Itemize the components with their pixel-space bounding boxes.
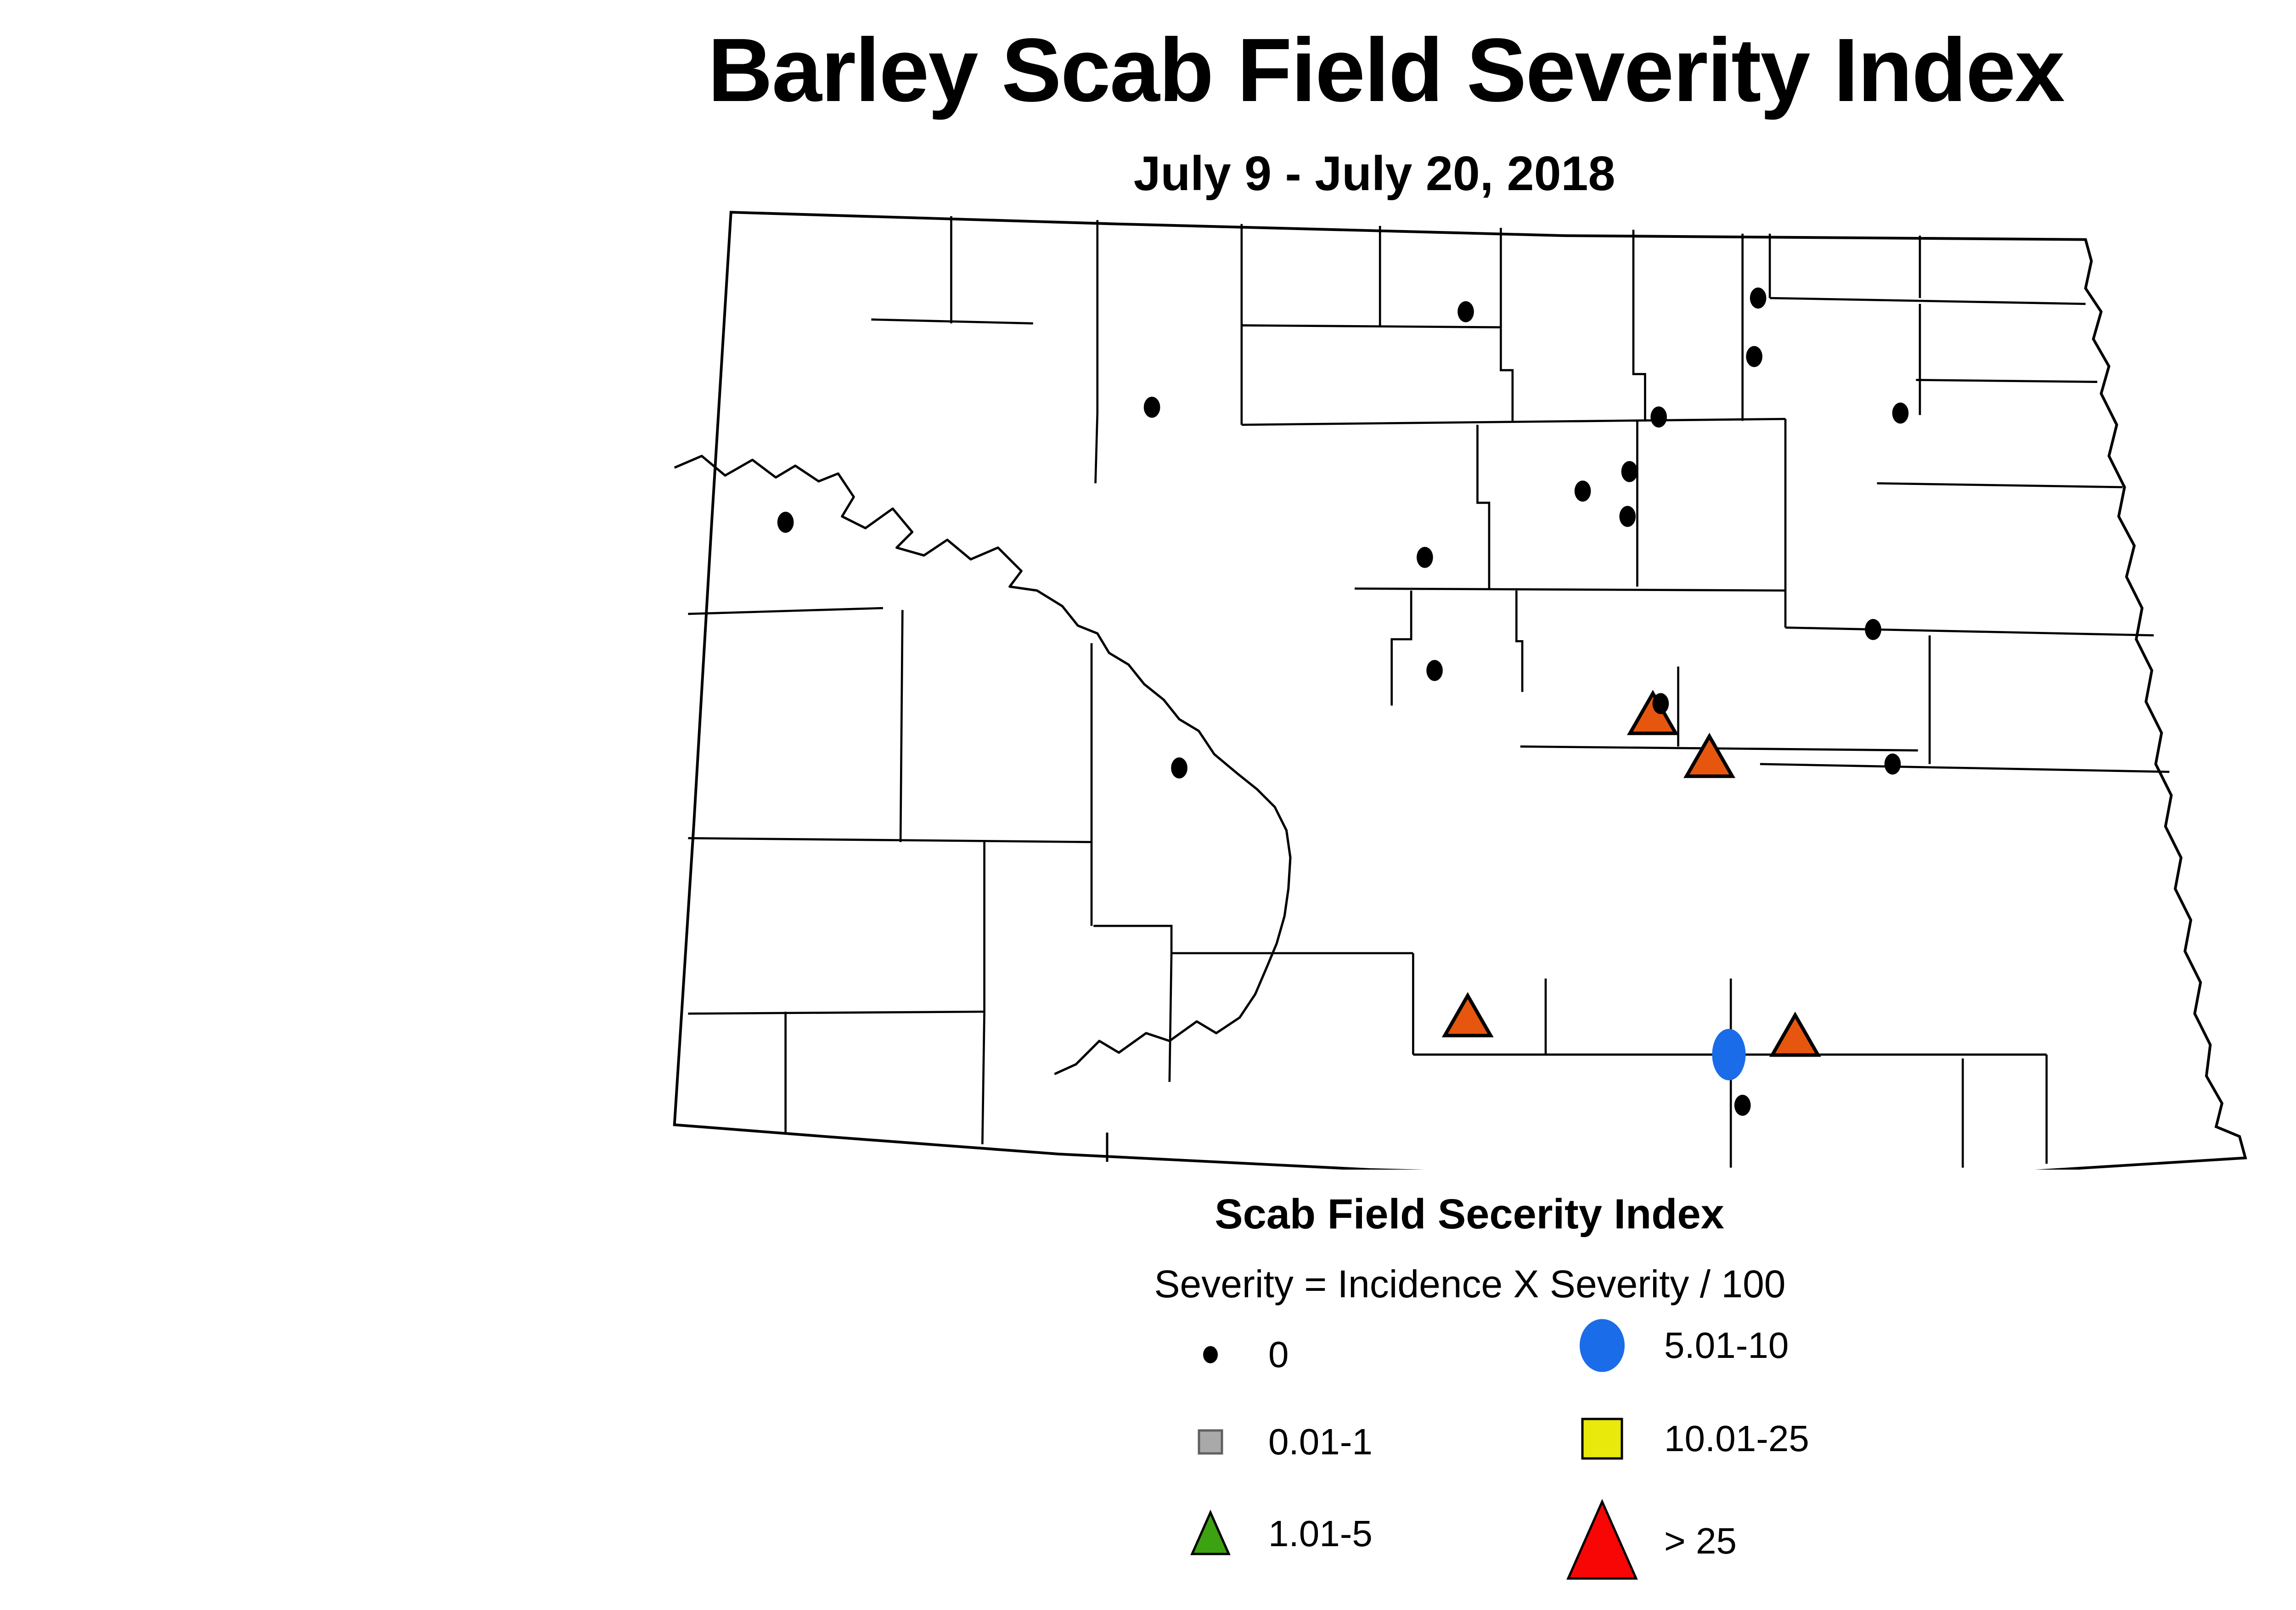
map-marker-dot (1750, 287, 1767, 309)
legend-square-icon (1556, 1393, 1648, 1485)
map-marker-dot (1171, 757, 1187, 779)
map-marker-dot (1143, 396, 1160, 418)
map-marker-triangle (1441, 992, 1494, 1037)
legend-item-label: 1.01-5 (1268, 1513, 1373, 1554)
map-marker-triangle (1626, 690, 1679, 735)
legend-item: > 25 (0, 1495, 1737, 1587)
state-outline (673, 211, 2247, 1170)
legend-item-label: 0 (1268, 1334, 1289, 1375)
map-marker-dot (1746, 346, 1762, 367)
map-marker-triangle (1683, 732, 1735, 778)
legend-item-label: 10.01-25 (1664, 1418, 1809, 1459)
legend-item-label: 0.01-1 (1268, 1421, 1373, 1462)
map-marker-dot (1884, 753, 1901, 775)
legend-square-icon (1165, 1396, 1256, 1488)
legend-item: 10.01-25 (0, 1393, 1809, 1485)
legend-item-label: 5.01-10 (1664, 1325, 1789, 1366)
county-borders (688, 216, 2170, 1168)
map-marker-triangle (1769, 1011, 1821, 1057)
legend-item-label: > 25 (1664, 1520, 1737, 1561)
map-marker-dot (1621, 461, 1638, 482)
legend-item: 0.01-1 (0, 1396, 1373, 1488)
map-marker-dot (1458, 301, 1474, 322)
map-svg (673, 211, 2247, 1170)
page-title: Barley Scab Field Severity Index (708, 20, 2065, 120)
legend-formula: Severity = Incidence X Severity / 100 (1154, 1262, 1786, 1306)
map-marker-dot (1426, 660, 1443, 681)
map-marker-dot (1865, 619, 1881, 640)
river-line (674, 455, 1292, 1075)
legend-item: 1.01-5 (0, 1488, 1373, 1580)
legend-triangle-icon (1556, 1495, 1648, 1587)
legend-item: 0 (0, 1309, 1289, 1401)
map-marker-dot (1619, 506, 1636, 527)
legend-circle-icon (1556, 1300, 1648, 1391)
map-marker-dot (1892, 402, 1909, 424)
map-marker-dot (1652, 693, 1669, 715)
map-marker-dot (777, 512, 794, 533)
legend-item: 5.01-10 (0, 1300, 1789, 1391)
page-subtitle: July 9 - July 20, 2018 (1133, 146, 1615, 201)
map-marker-circle (1712, 1029, 1746, 1081)
map-marker-dot (1734, 1094, 1751, 1116)
legend-triangle-icon (1165, 1488, 1256, 1580)
legend-dot-icon (1165, 1309, 1256, 1401)
map-marker-dot (1574, 480, 1591, 502)
map-marker-dot (1650, 406, 1667, 428)
north-dakota-county-map (669, 195, 2247, 1170)
legend-title: Scab Field Secerity Index (1215, 1191, 1724, 1238)
map-markers (777, 287, 1909, 1116)
map-marker-dot (1417, 546, 1433, 568)
